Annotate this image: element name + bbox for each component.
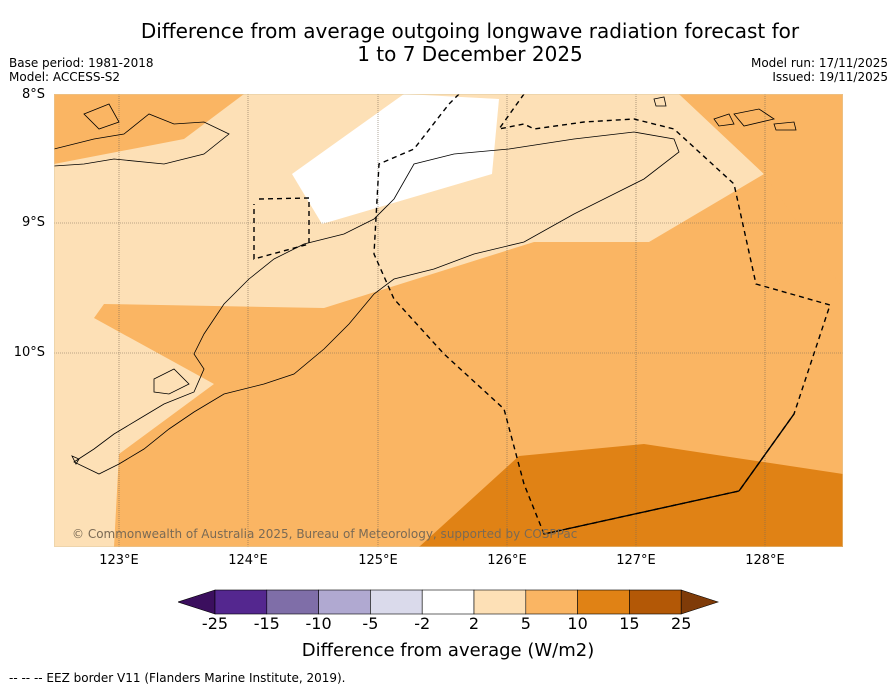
band-2-5	[54, 94, 764, 547]
colorbar-tick-label: -10	[305, 614, 332, 633]
colorbar-tick-label: 25	[671, 614, 692, 633]
map-panel	[53, 93, 843, 547]
colorbar-box-8	[577, 589, 630, 615]
colorbar-box-3	[318, 589, 371, 615]
copyright-notice: © Commonwealth of Australia 2025, Bureau…	[72, 527, 578, 541]
colorbar-box-1	[214, 589, 268, 615]
colorbar-box-4	[370, 589, 423, 615]
colorbar-tick-label: 2	[468, 614, 480, 633]
colorbar-box-5	[421, 589, 475, 615]
colorbar-box-9	[629, 589, 682, 615]
eez-border-solid	[543, 490, 740, 535]
meta-right: Model run: 17/11/2025 Issued: 19/11/2025	[751, 56, 888, 84]
eez-legend-footer: -- -- -- EEZ border V11 (Flanders Marine…	[9, 671, 346, 685]
map-frame	[54, 94, 843, 547]
base-period: Base period: 1981-2018	[9, 56, 154, 70]
colorbar-tick-label: 15	[619, 614, 640, 633]
colorbar-tick-label: -5	[362, 614, 379, 633]
issued-date: Issued: 19/11/2025	[772, 70, 888, 84]
title-line-1: Difference from average outgoing longwav…	[140, 19, 800, 43]
title-line-2: 1 to 7 December 2025	[357, 42, 583, 66]
lon-label-123e: 123°E	[99, 553, 139, 568]
band-neutral	[292, 94, 499, 224]
colorbar-tick-label: -2	[414, 614, 431, 633]
chart-title: Difference from average outgoing longwav…	[0, 20, 896, 66]
model-run: Model run: 17/11/2025	[750, 56, 888, 70]
model-name: Model: ACCESS-S2	[9, 70, 121, 84]
colorbar-svg	[177, 589, 720, 615]
lon-label-128e: 128°E	[745, 553, 785, 568]
colorbar-box-6	[473, 589, 527, 615]
lon-label-125e: 125°E	[358, 553, 398, 568]
band-5-10-nw	[54, 94, 244, 164]
lon-label-124e: 124°E	[228, 553, 268, 568]
meta-left: Base period: 1981-2018 Model: ACCESS-S2	[9, 56, 154, 84]
band-10-15	[419, 444, 843, 547]
colorbar-tick-label: 5	[520, 614, 531, 633]
colorbar-label: Difference from average (W/m2)	[301, 640, 595, 661]
colorbar-extend-high	[680, 589, 720, 615]
lon-label-126e: 126°E	[487, 553, 527, 568]
colorbar-tick-label: -25	[201, 614, 229, 633]
colorbar-box-2	[266, 589, 319, 615]
map-svg	[53, 93, 843, 547]
eez-border	[253, 93, 831, 535]
colorbar-box-7	[525, 589, 578, 615]
colorbar-extend-low	[177, 589, 216, 615]
eez-border-solid-2	[738, 413, 795, 492]
coastlines	[53, 96, 797, 475]
lon-label-127e: 127°E	[616, 553, 656, 568]
lat-label-8s: 8°S	[21, 87, 45, 102]
lat-label-9s: 9°S	[21, 215, 45, 230]
colorbar	[177, 589, 720, 615]
lat-label-10s: 10°S	[13, 345, 45, 360]
band-5-10-ne	[679, 94, 843, 289]
colorbar-tick-label: -15	[253, 614, 280, 633]
colorbar-tick-label: 10	[567, 614, 588, 633]
gridlines	[54, 94, 843, 547]
